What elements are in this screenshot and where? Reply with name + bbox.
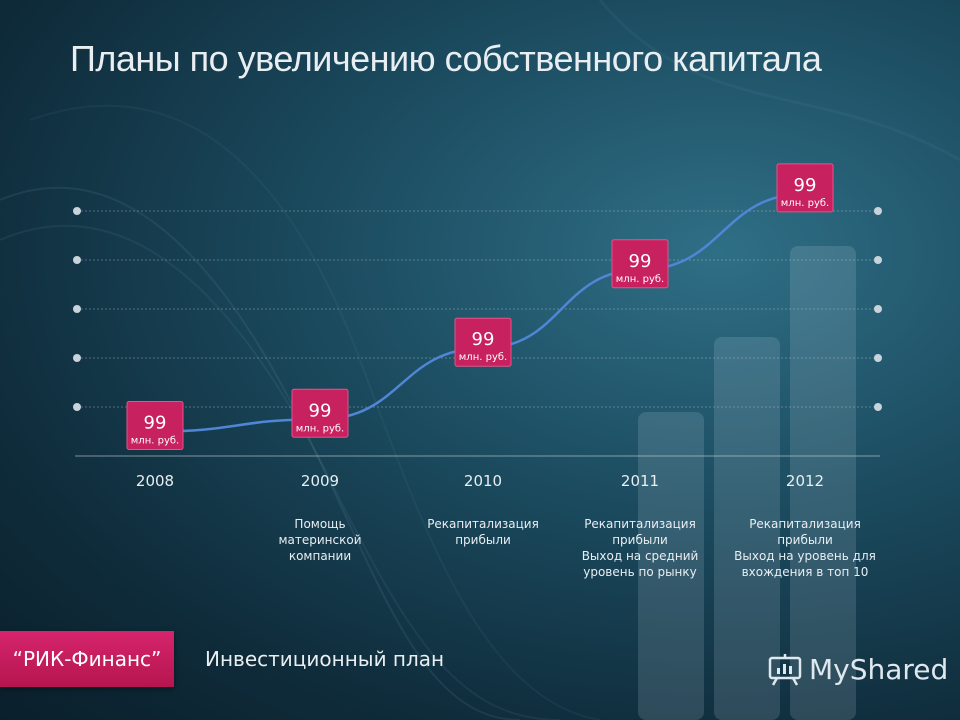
page-title: Планы по увеличению собственного капитал… bbox=[70, 38, 822, 79]
series-line bbox=[154, 192, 806, 433]
data-label-unit: млн. руб. bbox=[781, 198, 829, 209]
annotation-line: прибыли bbox=[777, 533, 833, 547]
grid-dot bbox=[73, 354, 81, 362]
annotation-line: Выход на уровень для bbox=[734, 549, 876, 563]
decorative-bar bbox=[714, 337, 780, 720]
grid-dot bbox=[73, 207, 81, 215]
decorative-bars bbox=[638, 246, 856, 720]
annotation-line: Выход на средний bbox=[582, 549, 699, 563]
data-label-box: 99 млн. руб. bbox=[776, 163, 834, 213]
annotation-line: вхождения в топ 10 bbox=[742, 565, 869, 579]
data-label-unit: млн. руб. bbox=[616, 274, 664, 285]
x-tick-label: 2009 bbox=[301, 472, 339, 490]
brand-logo: MyShared bbox=[767, 652, 948, 686]
brand-name: MyShared bbox=[809, 652, 949, 686]
data-label-unit: млн. руб. bbox=[296, 423, 344, 434]
annotation-line: прибыли bbox=[612, 533, 668, 547]
data-label-box: 99 млн. руб. bbox=[611, 239, 669, 289]
annotation-line: прибыли bbox=[455, 533, 511, 547]
grid-dot bbox=[874, 256, 882, 264]
data-label-box: 99 млн. руб. bbox=[291, 388, 349, 438]
annotation-line: компании bbox=[289, 549, 351, 563]
grid-dot bbox=[874, 354, 882, 362]
data-label-unit: млн. руб. bbox=[459, 352, 507, 363]
data-label-value: 99 bbox=[472, 329, 495, 350]
data-label-bg bbox=[454, 317, 512, 367]
annotation-line: материнской bbox=[278, 533, 361, 547]
chart-series bbox=[152, 190, 808, 435]
annotation-line: Помощь bbox=[294, 517, 345, 531]
x-tick-label: 2011 bbox=[621, 472, 659, 490]
chart-x-ticks: 2008 2009 2010 2011 2012 bbox=[136, 472, 824, 490]
x-tick-label: 2012 bbox=[786, 472, 824, 490]
grid-dot bbox=[73, 305, 81, 313]
grid-dot bbox=[73, 256, 81, 264]
data-label-box: 99 млн. руб. bbox=[454, 317, 512, 367]
chart-data-labels: 99 млн. руб. 99 млн. руб. 99 млн. руб. 99 млн. … bbox=[126, 163, 834, 450]
data-label-value: 99 bbox=[629, 251, 652, 272]
annotation-line: Рекапитализация bbox=[749, 517, 861, 531]
company-badge: “РИК-Финанс” bbox=[0, 631, 174, 687]
data-label-value: 99 bbox=[794, 175, 817, 196]
data-label-bg bbox=[776, 163, 834, 213]
grid-dot bbox=[874, 207, 882, 215]
grid-dot bbox=[73, 403, 81, 411]
grid-dot bbox=[874, 305, 882, 313]
annotation-line: Рекапитализация bbox=[427, 517, 539, 531]
decorative-bar bbox=[790, 246, 856, 720]
grid-dot bbox=[874, 403, 882, 411]
data-label-bg bbox=[126, 401, 184, 450]
data-label-value: 99 bbox=[309, 400, 332, 421]
x-tick-label: 2008 bbox=[136, 472, 174, 490]
data-label-bg bbox=[291, 388, 349, 438]
data-label-value: 99 bbox=[144, 413, 167, 434]
x-tick-label: 2010 bbox=[464, 472, 502, 490]
data-label-unit: млн. руб. bbox=[131, 436, 179, 447]
presentation-board-icon bbox=[768, 654, 802, 686]
decorative-bar bbox=[638, 412, 704, 720]
annotation-line: Рекапитализация bbox=[584, 517, 696, 531]
data-label-bg bbox=[611, 239, 669, 289]
data-label-box: 99 млн. руб. bbox=[126, 401, 184, 450]
annotation-line: уровень по рынку bbox=[583, 565, 697, 579]
footer-plan-label: Инвестиционный план bbox=[205, 647, 445, 671]
chart-annotations: Помощь материнской компании Рекапитализация… bbox=[278, 517, 875, 579]
